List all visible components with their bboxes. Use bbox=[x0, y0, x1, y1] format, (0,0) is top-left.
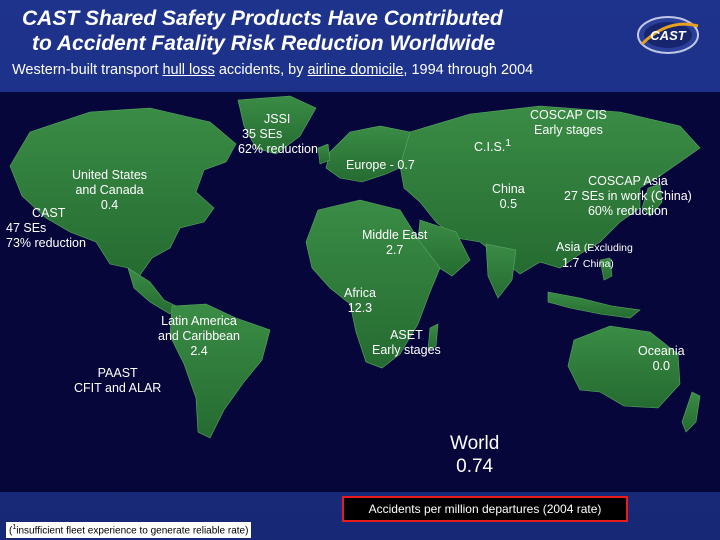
subtitle-suffix: , 1994 through 2004 bbox=[403, 62, 534, 78]
us-canada-label-group: United States and Canada 0.4 bbox=[72, 168, 147, 213]
madagascar-shape bbox=[427, 323, 439, 351]
asia-shape bbox=[399, 105, 701, 275]
slide-title: CAST Shared Safety Products Have Contrib… bbox=[22, 6, 622, 56]
title-line-1: CAST Shared Safety Products Have Contrib… bbox=[22, 7, 503, 30]
world-map-panel: JSSI 35 SEs 62% reduction United States … bbox=[0, 92, 720, 492]
coscap-cis-name: COSCAP CIS bbox=[530, 108, 607, 122]
jssi-ses: 35 SEs bbox=[242, 127, 283, 141]
asia-note-1: (Excluding bbox=[583, 242, 633, 254]
coscap-asia-name: COSCAP Asia bbox=[588, 174, 668, 188]
central-america-shape bbox=[127, 267, 177, 315]
legend-box: Accidents per million departures (2004 r… bbox=[342, 496, 628, 522]
world-text: World bbox=[450, 433, 500, 454]
aset-name: ASET bbox=[390, 328, 423, 342]
aset-status: Early stages bbox=[372, 343, 441, 357]
subtitle-hull-loss: hull loss bbox=[162, 62, 215, 78]
jssi-name: JSSI bbox=[264, 112, 291, 126]
china-label-group: China 0.5 bbox=[492, 182, 525, 212]
new-zealand-shape bbox=[681, 391, 701, 433]
us-canada-value: 0.4 bbox=[100, 198, 119, 212]
latin-america-line-2: and Caribbean bbox=[158, 329, 241, 343]
coscap-cis-status: Early stages bbox=[534, 123, 603, 137]
africa-text: Africa bbox=[344, 286, 376, 300]
europe-label: Europe - 0.7 bbox=[346, 158, 415, 173]
middle-east-label-group: Middle East 2.7 bbox=[362, 228, 427, 258]
china-value: 0.5 bbox=[499, 197, 518, 211]
cast-ses: 47 SEs bbox=[6, 221, 47, 235]
world-map bbox=[9, 95, 701, 439]
legend-text: Accidents per million departures (2004 r… bbox=[368, 502, 602, 516]
middle-east-text: Middle East bbox=[362, 228, 428, 242]
aset-label-group: ASET Early stages bbox=[372, 328, 441, 358]
coscap-asia-ses: 27 SEs in work (China) bbox=[564, 189, 692, 203]
oceania-label-group: Oceania 0.0 bbox=[638, 344, 685, 374]
asia-value: 1.7 bbox=[562, 256, 580, 270]
asia-label-group: Asia (Excluding 1.7 China) bbox=[556, 240, 633, 272]
coscap-asia-reduction: 60% reduction bbox=[587, 204, 668, 218]
middle-east-value: 2.7 bbox=[385, 243, 404, 257]
footnote-open: ( bbox=[9, 525, 13, 537]
asia-text: Asia bbox=[556, 240, 581, 254]
footnote-text: insufficient fleet experience to generat… bbox=[16, 525, 249, 537]
footnote: (1insufficient fleet experience to gener… bbox=[6, 522, 252, 539]
latin-america-value: 2.4 bbox=[190, 344, 208, 358]
cis-text: C.I.S. bbox=[474, 140, 506, 155]
subtitle-middle: accidents, by bbox=[214, 62, 308, 78]
asia-note-2: China) bbox=[582, 258, 614, 270]
title-line-2: to Accident Fatality Risk Reduction Worl… bbox=[32, 32, 496, 55]
coscap-cis-label-group: COSCAP CIS Early stages bbox=[530, 108, 607, 138]
paast-name: PAAST bbox=[97, 366, 138, 380]
jssi-label-group: JSSI 35 SEs 62% reduction bbox=[238, 112, 318, 157]
uk-shape bbox=[317, 143, 331, 165]
us-canada-line-1: United States bbox=[72, 168, 148, 182]
africa-shape bbox=[305, 199, 441, 369]
oceania-text: Oceania bbox=[638, 344, 685, 358]
slide-subtitle: Western-built transport hull loss accide… bbox=[12, 62, 692, 78]
world-value: 0.74 bbox=[456, 456, 494, 477]
africa-label-group: Africa 12.3 bbox=[344, 286, 376, 316]
latin-america-label-group: Latin America and Caribbean 2.4 bbox=[158, 314, 240, 359]
cast-label-group: CAST 47 SEs 73% reduction bbox=[6, 206, 86, 251]
subtitle-airline-domicile: airline domicile bbox=[307, 62, 404, 78]
oceania-value: 0.0 bbox=[652, 359, 670, 373]
coscap-asia-label-group: COSCAP Asia 27 SEs in work (China) 60% r… bbox=[564, 174, 692, 219]
world-label-group: World 0.74 bbox=[450, 432, 499, 478]
cis-footnote-mark: 1 bbox=[505, 137, 512, 149]
europe-text: Europe - 0.7 bbox=[346, 158, 415, 172]
cis-label: C.I.S.1 bbox=[474, 136, 511, 155]
paast-label-group: PAAST CFIT and ALAR bbox=[74, 366, 161, 396]
south-america-shape bbox=[169, 303, 271, 439]
indonesia-shape bbox=[547, 291, 641, 319]
australia-shape bbox=[567, 325, 681, 409]
us-canada-line-2: and Canada bbox=[75, 183, 144, 197]
north-america-shape bbox=[9, 107, 237, 279]
africa-value: 12.3 bbox=[347, 301, 373, 315]
jssi-reduction: 62% reduction bbox=[238, 142, 318, 156]
japan-shape bbox=[641, 183, 663, 217]
china-text: China bbox=[492, 182, 525, 196]
subtitle-prefix: Western-built transport bbox=[12, 62, 163, 78]
cast-name: CAST bbox=[32, 206, 66, 220]
greenland-shape bbox=[237, 95, 317, 155]
cast-logo: CAST bbox=[637, 16, 699, 54]
philippines-shape bbox=[599, 257, 613, 281]
india-shape bbox=[485, 243, 517, 299]
logo-text: CAST bbox=[650, 28, 686, 43]
footnote-mark: 1 bbox=[12, 524, 17, 531]
cast-reduction: 73% reduction bbox=[6, 236, 86, 250]
latin-america-line-1: Latin America bbox=[161, 314, 237, 328]
paast-programs: CFIT and ALAR bbox=[74, 381, 162, 395]
